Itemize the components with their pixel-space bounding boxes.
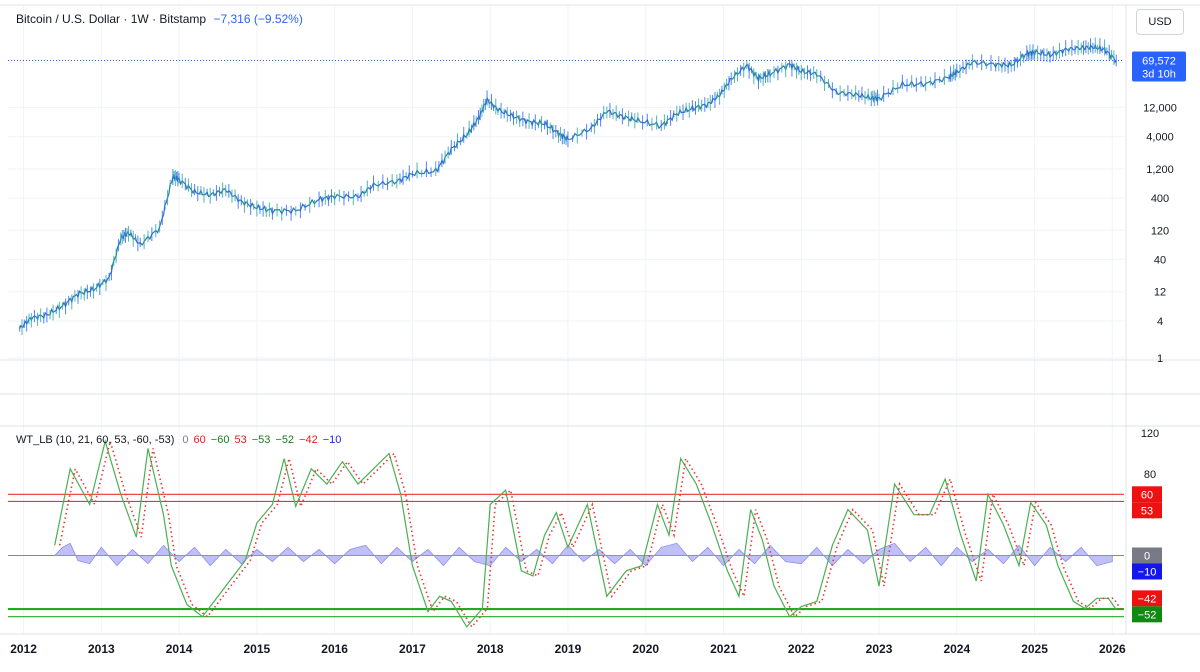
indicator-tick-label: 80 xyxy=(1144,469,1156,481)
time-tick-label: 2019 xyxy=(555,642,582,656)
indicator-lines xyxy=(54,438,1122,629)
time-tick-label: 2023 xyxy=(866,642,893,656)
indicator-histogram xyxy=(54,542,1113,567)
price-tick-label: 400 xyxy=(1151,193,1169,205)
exchange-label: Bitstamp xyxy=(159,12,207,26)
price-tick-label: 4,000 xyxy=(1146,132,1174,144)
time-tick-label: 2016 xyxy=(321,642,348,656)
price-series xyxy=(8,37,1124,336)
indicator-tag-value: −52 xyxy=(1138,609,1157,621)
price-tick-label: 40 xyxy=(1154,255,1166,267)
time-tick-label: 2020 xyxy=(632,642,659,656)
price-axis: 1 4 12 40 120 400 1,200 4,000 12,000 xyxy=(1143,102,1177,365)
time-tick-label: 2026 xyxy=(1099,642,1126,656)
indicator-value: 53 xyxy=(234,434,247,446)
price-tick-label: 12 xyxy=(1154,287,1166,299)
time-tick-label: 2022 xyxy=(788,642,815,656)
last-price-tag-bg xyxy=(1132,51,1186,82)
indicator-value: −52 xyxy=(275,434,295,446)
price-tick-label: 1,200 xyxy=(1146,164,1174,176)
time-tick-label: 2013 xyxy=(88,642,115,656)
time-tick-label: 2014 xyxy=(166,642,193,656)
indicator-value: 0 xyxy=(182,434,189,446)
indicator-tag-bg xyxy=(1132,547,1162,564)
time-tick-label: 2015 xyxy=(244,642,271,656)
price-tick-label: 12,000 xyxy=(1143,102,1177,114)
time-tick-label: 2024 xyxy=(943,642,970,656)
price-tick-label: 1 xyxy=(1157,353,1163,365)
last-price-value: 69,572 xyxy=(1142,55,1176,67)
time-tick-label: 2021 xyxy=(710,642,737,656)
indicator-value: −53 xyxy=(251,434,271,446)
time-axis: 2012 2013 2014 2015 2016 2017 2018 2019 2020 2021… xyxy=(10,642,1126,656)
histogram-area xyxy=(54,542,1113,567)
interval-label: 1W xyxy=(130,12,149,26)
indicator-tag-value: −42 xyxy=(1138,593,1157,605)
indicator-tag-value: 60 xyxy=(1141,489,1153,501)
indicator-tag-value: 53 xyxy=(1141,505,1153,517)
indicator-tag-bg xyxy=(1132,502,1162,519)
price-tick-label: 120 xyxy=(1151,225,1169,237)
indicator-tag-bg xyxy=(1132,606,1162,623)
indicator-values: 0 60 −60 53 −53 −52 −42 −10 xyxy=(182,434,346,446)
indicator-value: −60 xyxy=(210,434,230,446)
indicator-value: 60 xyxy=(193,434,206,446)
indicator-tag-bg xyxy=(1132,486,1162,503)
time-tick-label: 2018 xyxy=(477,642,504,656)
indicator-legend[interactable]: WT_LB (10, 21, 60, 53, -60, -53) 0 60 −60 5… xyxy=(16,434,351,446)
price-tick-label: 4 xyxy=(1157,316,1163,328)
indicator-tag-value: −10 xyxy=(1138,567,1157,579)
indicator-tick-label: 120 xyxy=(1141,428,1159,440)
indicator-tag-value: 0 xyxy=(1144,551,1150,563)
wt1-line xyxy=(54,438,1117,628)
pane-borders xyxy=(0,4,1200,635)
symbol-header[interactable]: Bitcoin / U.S. Dollar · 1W · Bitstamp −7… xyxy=(16,12,303,26)
indicator-title: WT_LB (10, 21, 60, 53, -60, -53) xyxy=(16,434,175,446)
indicator-value: −42 xyxy=(299,434,318,446)
symbol-name: Bitcoin / U.S. Dollar xyxy=(16,12,121,26)
indicator-tag-bg xyxy=(1132,590,1162,607)
time-tick-label: 2017 xyxy=(399,642,426,656)
time-tick-label: 2025 xyxy=(1021,642,1048,656)
indicator-tag-bg xyxy=(1132,563,1162,580)
wt2-line xyxy=(58,438,1122,629)
time-tick-label: 2012 xyxy=(10,642,37,656)
currency-button[interactable]: USD xyxy=(1136,9,1184,35)
grid xyxy=(8,5,1124,634)
indicator-value: −10 xyxy=(322,434,342,446)
price-change: −7,316 (−9.52%) xyxy=(213,12,303,26)
countdown-value: 3d 10h xyxy=(1142,68,1176,80)
